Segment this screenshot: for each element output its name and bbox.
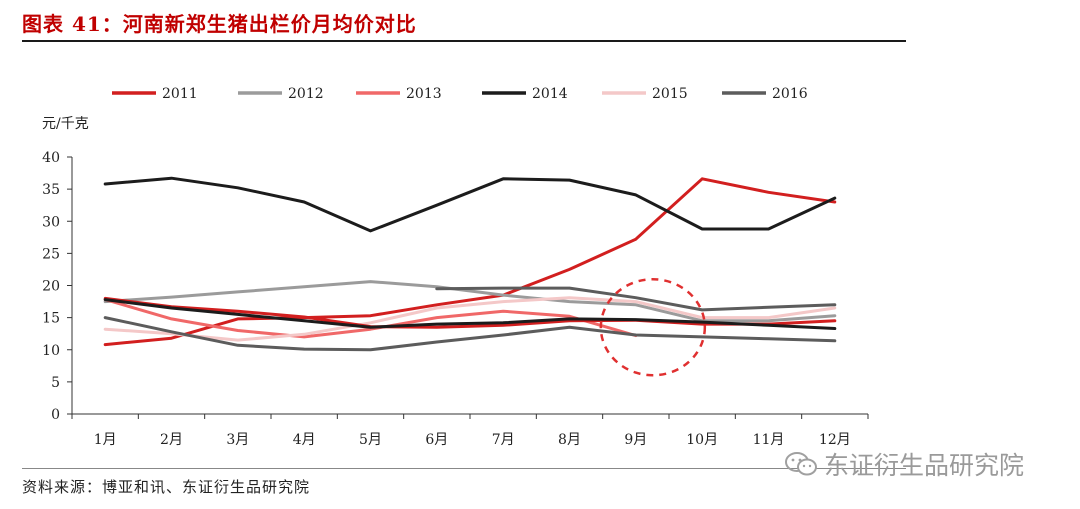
x-tick-label: 9月: [624, 432, 647, 448]
y-tick-label: 35: [42, 182, 60, 198]
y-tick-label: 15: [42, 311, 60, 327]
series-line-2016b: [435, 286, 837, 312]
legend-label-2015: 2015: [652, 86, 688, 102]
watermark: 东证衍生品研究院: [784, 446, 1024, 482]
x-tick-label: 6月: [425, 432, 448, 448]
y-tick-label: 25: [42, 246, 60, 262]
title-divider: [22, 40, 906, 42]
wechat-icon: [785, 452, 817, 476]
x-tick-label: 7月: [492, 432, 515, 448]
x-tick-label: 4月: [293, 432, 316, 448]
x-tick-label: 2月: [160, 432, 183, 448]
y-axis-label: 元/千克: [42, 116, 89, 132]
x-tick-label: 11月: [753, 432, 785, 448]
legend-label-2011: 2011: [162, 86, 198, 102]
highlight-circle: [599, 278, 707, 377]
legend-label-2014: 2014: [532, 86, 568, 102]
y-tick-label: 40: [42, 150, 60, 166]
x-tick-label: 10月: [686, 432, 718, 448]
x-tick-label: 3月: [226, 432, 249, 448]
series-line-2015: [103, 296, 837, 342]
x-tick-label: 1月: [94, 432, 117, 448]
x-tick-label: 12月: [819, 432, 851, 448]
source-divider: [22, 468, 906, 469]
line-chart: 元/千克 0 5 10 15 20 25 30 35 40 1月 2月 3月 4月 5月 6月 7月 8月 9月 10…: [42, 86, 869, 448]
legend-label-2012: 2012: [288, 86, 324, 102]
series-line-2014b: [103, 298, 837, 330]
legend-label-2016: 2016: [772, 86, 808, 102]
chart-title: 图表 41：河南新郑生猪出栏价月均价对比: [22, 12, 417, 36]
series-line-2011: [103, 177, 837, 347]
x-tick-label: 8月: [558, 432, 581, 448]
y-tick-label: 10: [42, 343, 60, 359]
series-line-2013: [103, 298, 638, 339]
legend-label-2013: 2013: [406, 86, 442, 102]
x-tick-label: 5月: [359, 432, 382, 448]
y-tick-label: 5: [51, 375, 60, 391]
series-line-2016: [103, 316, 837, 352]
series-line-2012: [103, 280, 837, 323]
watermark-text: 东证衍生品研究院: [824, 451, 1025, 480]
y-tick-label: 30: [42, 214, 60, 230]
y-tick-label: 20: [42, 279, 60, 295]
y-tick-label: 0: [51, 407, 60, 423]
series-line-2014: [103, 176, 837, 233]
source-note: 资料来源：博亚和讯、东证衍生品研究院: [22, 478, 311, 496]
